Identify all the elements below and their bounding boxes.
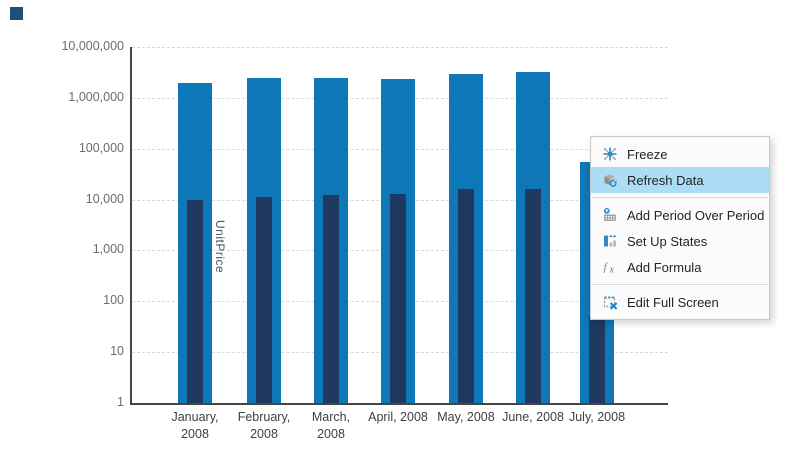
menu-separator xyxy=(592,197,768,198)
y-tick-label: 10,000,000 xyxy=(61,39,124,53)
x-axis-label: January, 2008 xyxy=(171,410,219,441)
menu-item-label: Refresh Data xyxy=(627,172,704,188)
bar-inner[interactable] xyxy=(323,195,339,403)
y-tick-label: 100,000 xyxy=(78,140,124,155)
edit-full-screen-icon xyxy=(602,294,618,310)
menu-item-set-up-states[interactable]: Set Up States xyxy=(591,228,769,254)
x-axis-label: June, 2008 xyxy=(502,410,564,424)
bar-inner[interactable] xyxy=(525,189,541,403)
period-over-period-icon xyxy=(602,207,618,223)
y-tick-label: 1 xyxy=(117,395,124,409)
x-axis-line xyxy=(130,403,668,405)
bar-inner[interactable] xyxy=(589,315,605,403)
menu-item-refresh-data[interactable]: Refresh Data xyxy=(591,167,769,193)
y-axis-line xyxy=(130,47,132,404)
menu-item-label: Add Period Over Period xyxy=(627,207,765,223)
svg-text:x: x xyxy=(609,265,615,276)
bar-inner[interactable] xyxy=(390,193,406,403)
y-tick-label: 10 xyxy=(110,344,124,359)
refresh-data-icon xyxy=(602,172,618,188)
menu-item-label: Freeze xyxy=(627,146,668,162)
menu-item-add-formula[interactable]: f x Add Formula xyxy=(591,254,769,280)
bar-inner[interactable] xyxy=(187,200,203,403)
svg-text:f: f xyxy=(604,260,609,274)
y-tick-label: 1,000,000 xyxy=(68,89,124,104)
widget-accent-square xyxy=(10,7,23,20)
menu-item-edit-full-screen[interactable]: Edit Full Screen xyxy=(591,289,769,315)
bar-inner[interactable] xyxy=(458,189,474,403)
formula-icon: f x xyxy=(602,259,618,276)
menu-item-freeze[interactable]: Freeze xyxy=(591,141,769,167)
y-tick-label: 100 xyxy=(103,293,124,308)
gridline xyxy=(132,47,668,48)
set-up-states-icon xyxy=(602,233,618,249)
bar-inner[interactable] xyxy=(256,197,272,403)
x-axis-label: July, 2008 xyxy=(568,410,626,424)
menu-item-label: Set Up States xyxy=(627,233,708,249)
y-axis-title: UnitPrice xyxy=(213,220,227,274)
menu-item-add-period-over-period[interactable]: Add Period Over Period xyxy=(591,202,769,228)
x-axis-label: February, 2008 xyxy=(237,410,291,441)
x-axis-label: April, 2008 xyxy=(368,410,428,424)
menu-item-label: Add Formula xyxy=(627,259,702,275)
freeze-icon xyxy=(602,146,618,162)
y-tick-label: 1,000 xyxy=(92,242,124,257)
x-axis-label: May, 2008 xyxy=(437,410,495,424)
menu-item-label: Edit Full Screen xyxy=(627,294,719,310)
x-axis-label: March, 2008 xyxy=(311,410,351,441)
context-menu: Freeze Refresh Data xyxy=(590,136,770,320)
y-tick-label: 10,000 xyxy=(85,191,124,206)
menu-separator xyxy=(592,284,768,285)
